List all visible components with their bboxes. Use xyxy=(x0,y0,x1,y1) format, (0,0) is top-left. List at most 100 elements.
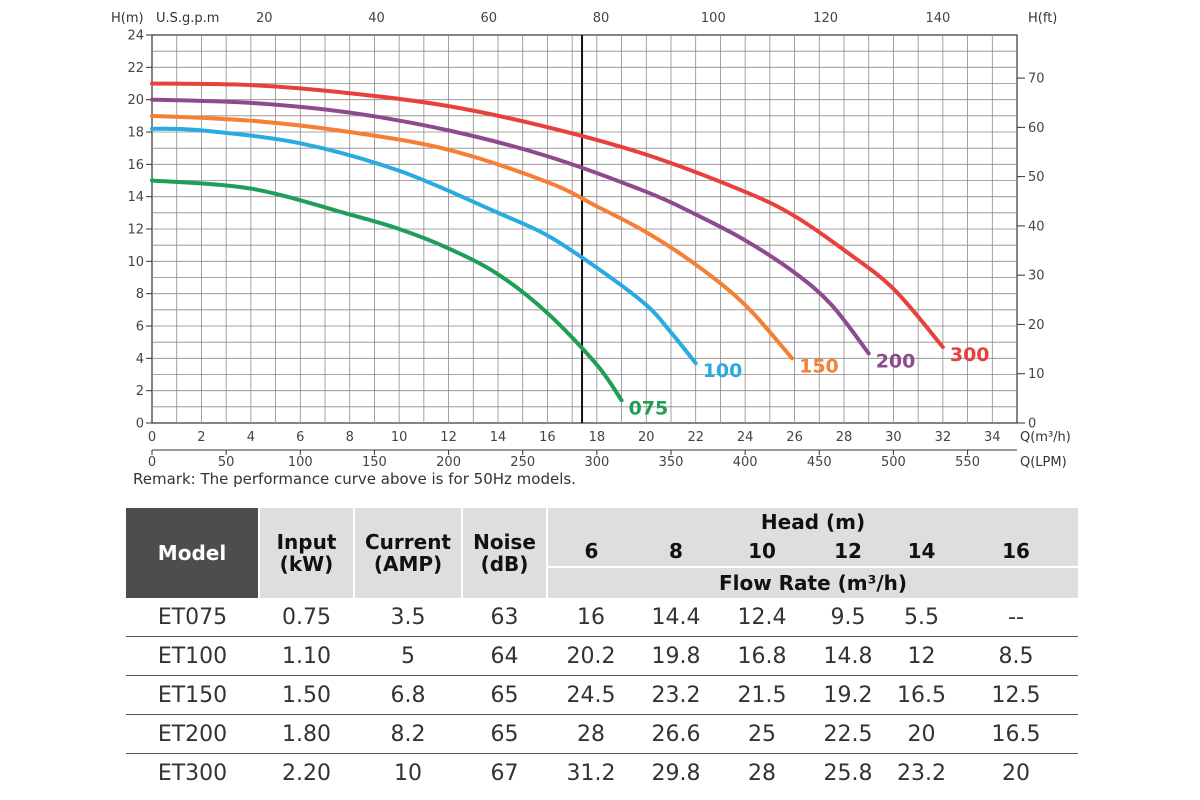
current-cell: 10 xyxy=(394,760,422,786)
input-cell: 0.75 xyxy=(259,598,354,637)
y-tick-label: 22 xyxy=(127,61,144,76)
y-axis-label-left: H(m) xyxy=(111,11,144,26)
flow-cell: 25.8 xyxy=(823,760,873,786)
y-tick-label: 20 xyxy=(127,93,144,108)
x-tick-label: 0 xyxy=(148,430,156,445)
y-tick-label: 6 xyxy=(136,320,144,335)
model-cell: ET300 xyxy=(157,760,228,786)
gpm-tick-label: 80 xyxy=(593,11,610,26)
performance-table: Model Input (kW) Current (AMP) Noise (dB… xyxy=(126,508,1079,793)
y-tick-label: 24 xyxy=(127,29,144,44)
x-tick-label: 22 xyxy=(687,430,704,445)
input-cell: 1.80 xyxy=(259,714,354,754)
flow-cell: 22.5 xyxy=(807,714,889,754)
gpm-tick-label: 60 xyxy=(481,11,498,26)
x-tick-label: 32 xyxy=(935,430,952,445)
y-tick-label: 10 xyxy=(127,255,144,270)
x-tick-label: 2 xyxy=(197,430,205,445)
lpm-tick-label: 400 xyxy=(733,455,758,470)
noise-cell: 67 xyxy=(490,760,519,786)
x-tick-label: 20 xyxy=(638,430,655,445)
remark-text: Remark: The performance curve above is f… xyxy=(133,470,576,488)
ft-tick-label: 0 xyxy=(1028,417,1036,432)
ft-tick-label: 60 xyxy=(1028,121,1045,136)
head-value: 14 xyxy=(889,536,954,567)
flow-cell: 8.5 xyxy=(954,636,1079,676)
x-axis-label: Q(m³/h) xyxy=(1020,430,1071,445)
table-row: ET100 1.10 5 64 20.2 19.8 16.8 14.8 12 8… xyxy=(126,636,1079,676)
series-200-line xyxy=(150,97,871,356)
flow-cell: 5.5 xyxy=(889,598,954,637)
performance-chart: 0 2 4 6 8 10 12 14 16 18 20 22 24 26 28 30 32 34024681012… xyxy=(111,11,1071,470)
x-tick-label: 4 xyxy=(247,430,255,445)
noise-cell: 65 xyxy=(462,675,547,715)
gpm-tick-label: 40 xyxy=(368,11,385,26)
y-tick-label: 0 xyxy=(136,417,144,432)
flow-cell: 20 xyxy=(1002,760,1030,786)
y-tick-label: 2 xyxy=(136,384,144,399)
y-tick-label: 8 xyxy=(136,287,144,302)
current-cell: 8.2 xyxy=(354,714,462,754)
ft-tick-label: 30 xyxy=(1028,269,1045,284)
series-300-label: 300 xyxy=(950,344,990,366)
lpm-tick-label: 150 xyxy=(362,455,387,470)
current-cell: 5 xyxy=(354,636,462,676)
noise-cell: 63 xyxy=(462,598,547,637)
grid xyxy=(152,35,1017,423)
top-axis-label: U.S.g.p.m xyxy=(156,11,219,26)
lpm-tick-label: 250 xyxy=(510,455,535,470)
noise-cell: 65 xyxy=(462,714,547,754)
model-header: Model xyxy=(126,508,260,598)
x-tick-label: 28 xyxy=(836,430,853,445)
flow-cell: 28 xyxy=(547,714,635,754)
x-tick-label: 18 xyxy=(589,430,606,445)
flow-cell: 16.5 xyxy=(954,714,1079,754)
curves: 075 100 150 200 300 xyxy=(150,81,990,419)
ft-tick-label: 50 xyxy=(1028,170,1045,185)
flow-cell: 23.2 xyxy=(635,675,717,715)
gpm-tick-label: 20 xyxy=(256,11,273,26)
x-tick-label: 24 xyxy=(737,430,754,445)
series-100-label: 100 xyxy=(703,360,743,382)
flow-cell: 14.8 xyxy=(807,636,889,676)
flow-cell: 26.6 xyxy=(635,714,717,754)
flow-cell: 20 xyxy=(889,714,954,754)
table-row: ET300 2.20 10 67 31.2 29.8 28 25.8 23.2 … xyxy=(126,754,1078,793)
current-cell: 3.5 xyxy=(354,598,462,637)
lpm-tick-label: 350 xyxy=(659,455,684,470)
y-tick-label: 18 xyxy=(127,126,144,141)
x-tick-label: 16 xyxy=(539,430,556,445)
flow-cell: 12.5 xyxy=(954,675,1079,715)
noise-cell: 64 xyxy=(462,636,547,676)
flow-cell: 16.5 xyxy=(889,675,954,715)
head-value: 10 xyxy=(717,536,807,567)
series-150-label: 150 xyxy=(799,355,839,377)
x-tick-label: 6 xyxy=(296,430,304,445)
head-value: 16 xyxy=(954,536,1079,567)
ft-tick-label: 20 xyxy=(1028,318,1045,333)
x-tick-label: 8 xyxy=(346,430,354,445)
ft-tick-label: 10 xyxy=(1028,367,1045,382)
lpm-tick-label: 100 xyxy=(288,455,313,470)
current-cell: 6.8 xyxy=(354,675,462,715)
x-tick-label: 30 xyxy=(885,430,902,445)
lpm-tick-label: 500 xyxy=(881,455,906,470)
y-tick-label: 14 xyxy=(127,190,144,205)
ft-tick-label: 70 xyxy=(1028,72,1045,87)
series-150-line xyxy=(150,113,795,361)
flow-cell: 16 xyxy=(547,598,635,637)
model-cell: ET150 xyxy=(126,675,259,715)
flow-cell: 19.2 xyxy=(807,675,889,715)
flow-cell: 24.5 xyxy=(547,675,635,715)
flow-cell: 9.5 xyxy=(807,598,889,637)
lpm-tick-label: 50 xyxy=(218,455,235,470)
series-300-line xyxy=(150,81,945,350)
head-value: 12 xyxy=(807,536,889,567)
flow-cell: 21.5 xyxy=(717,675,807,715)
model-cell: ET100 xyxy=(126,636,259,676)
input-cell: 1.50 xyxy=(259,675,354,715)
lpm-tick-label: 300 xyxy=(584,455,609,470)
gpm-tick-label: 100 xyxy=(701,11,726,26)
x-tick-label: 12 xyxy=(440,430,457,445)
input-cell: 2.20 xyxy=(282,760,331,786)
